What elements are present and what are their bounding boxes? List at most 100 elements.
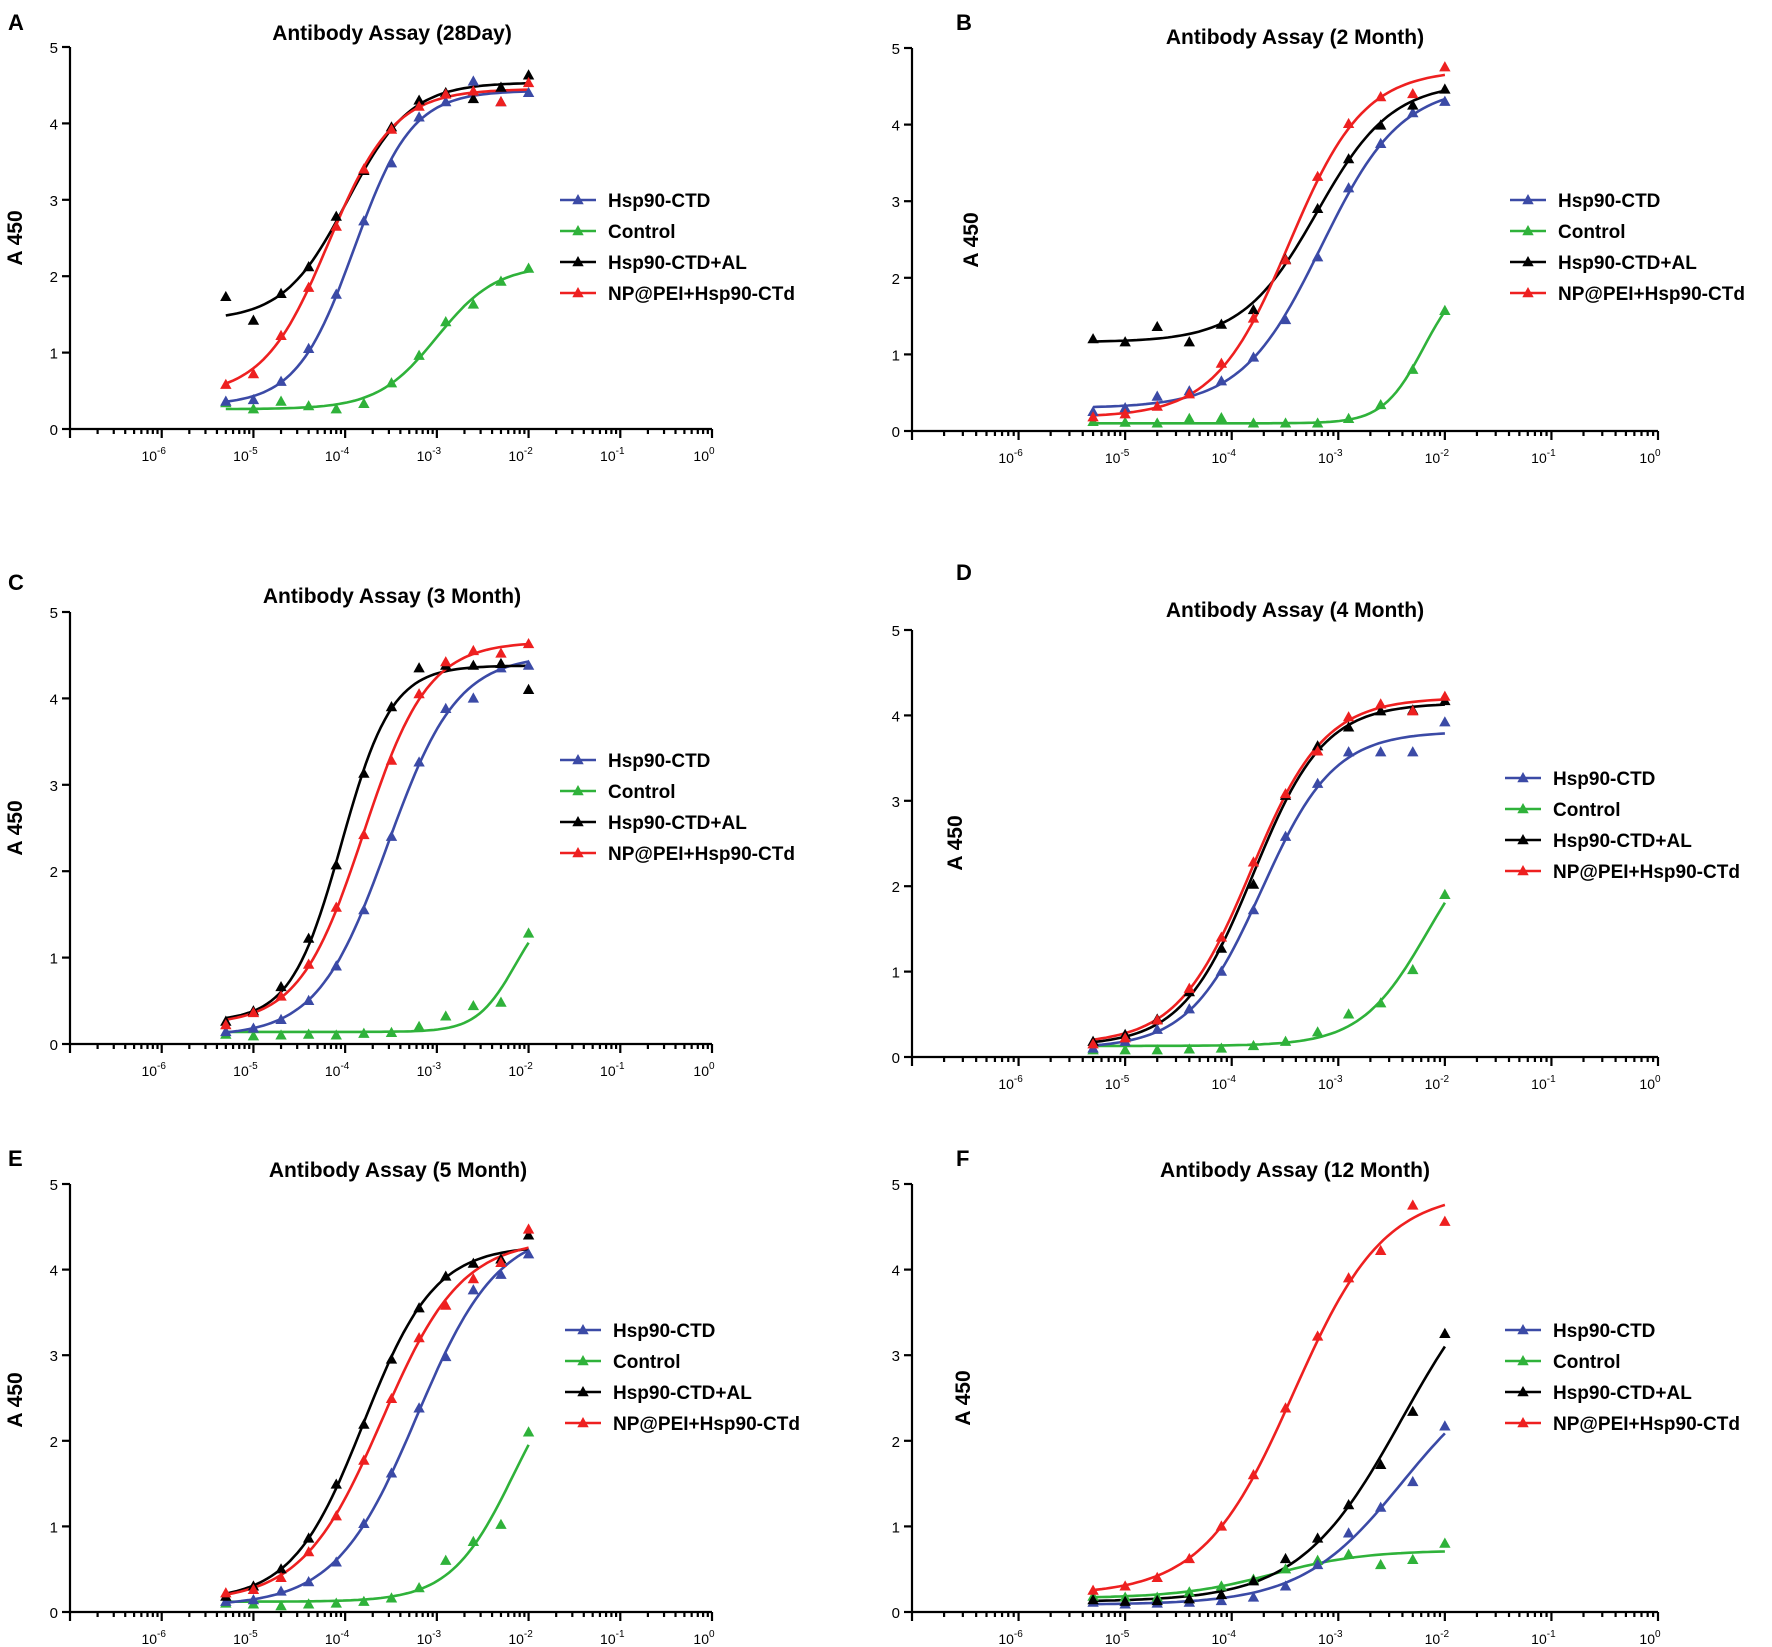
x-tick-label: 10-3 <box>417 1061 442 1079</box>
legend-marker <box>1517 1324 1529 1335</box>
marker-Control <box>1151 1044 1163 1055</box>
marker-Control <box>413 1020 425 1031</box>
chart-title: Antibody Assay (3 Month) <box>263 585 521 608</box>
marker-NP@PEI+Hsp90-CTd <box>1439 61 1451 72</box>
marker-Hsp90-CTD+AL <box>1247 878 1260 889</box>
y-tick-label: 4 <box>50 1263 58 1280</box>
marker-Hsp90-CTD+AL <box>1215 942 1228 953</box>
y-axis-label: A 450 <box>944 815 967 870</box>
marker-Hsp90-CTD <box>1247 1591 1260 1602</box>
marker-Hsp90-CTD <box>1407 1475 1419 1487</box>
x-tick-label: 10-1 <box>1531 448 1556 466</box>
legend-marker <box>572 785 584 796</box>
marker-Hsp90-CTD+AL <box>358 767 370 778</box>
curve-Hsp90-CTD <box>225 660 529 1034</box>
marker-NP@PEI+Hsp90-CTd <box>1215 357 1228 368</box>
marker-Control <box>1279 417 1292 428</box>
marker-Control <box>1407 1553 1419 1564</box>
legend-label: Hsp90-CTD+AL <box>613 1383 752 1404</box>
marker-NP@PEI+Hsp90-CTd <box>467 1273 480 1284</box>
marker-Control <box>275 1600 287 1611</box>
y-tick-label: 4 <box>892 708 900 725</box>
marker-Hsp90-CTD+AL <box>330 210 342 221</box>
marker-NP@PEI+Hsp90-CTd <box>1374 91 1387 102</box>
legend-marker <box>572 256 584 267</box>
panel-F: F Antibody Assay (12 Month) A 450 0 1 2 3 4 5 10-… <box>892 1146 1740 1647</box>
marker-Hsp90-CTD+AL <box>1342 721 1355 732</box>
legend-label: Hsp90-CTD+AL <box>1558 253 1697 274</box>
y-axis-label: A 450 <box>4 800 27 855</box>
panel-C: C Antibody Assay (3 Month) A 450 0 1 2 3 4 5 10-6… <box>4 570 795 1079</box>
curve-Control <box>225 942 530 1034</box>
legend-label: Hsp90-CTD+AL <box>1553 1383 1692 1404</box>
marker-Hsp90-CTD+AL <box>220 290 232 302</box>
marker-Control <box>1247 417 1260 428</box>
marker-Control <box>1374 398 1387 410</box>
marker-Hsp90-CTD <box>1119 402 1131 413</box>
x-tick-label: 10-4 <box>325 446 350 464</box>
marker-Control <box>247 1030 260 1041</box>
marker-NP@PEI+Hsp90-CTd <box>467 644 480 656</box>
marker-Hsp90-CTD+AL <box>247 314 260 325</box>
marker-Hsp90-CTD+AL <box>1407 99 1419 110</box>
chart-title: Antibody Assay (5 Month) <box>269 1159 527 1182</box>
y-tick-label: 1 <box>892 965 900 982</box>
marker-Control <box>467 999 480 1011</box>
marker-Hsp90-CTD <box>522 1248 535 1259</box>
curve-Hsp90-CTD+AL <box>1092 703 1445 1044</box>
x-tick-label: 10-4 <box>1211 1074 1236 1092</box>
y-tick-label: 5 <box>50 605 58 622</box>
marker-Hsp90-CTD+AL <box>522 69 535 80</box>
marker-NP@PEI+Hsp90-CTd <box>1247 1469 1260 1480</box>
legend-label: Control <box>1553 800 1621 821</box>
marker-NP@PEI+Hsp90-CTd <box>302 1546 315 1557</box>
marker-Hsp90-CTD+AL <box>1247 303 1260 315</box>
curve-Hsp90-CTD+AL <box>225 664 529 1020</box>
legend-marker <box>572 225 584 236</box>
marker-NP@PEI+Hsp90-CTd <box>495 96 507 107</box>
marker-Hsp90-CTD <box>1407 746 1419 757</box>
legend-marker <box>1522 287 1534 298</box>
marker-Control <box>1439 304 1451 315</box>
legend-label: Hsp90-CTD+AL <box>608 813 747 834</box>
curve-Hsp90-CTD+AL <box>225 1247 529 1595</box>
marker-NP@PEI+Hsp90-CTd <box>1151 1571 1163 1582</box>
marker-Hsp90-CTD <box>1439 1420 1451 1431</box>
marker-Control <box>330 1029 342 1040</box>
x-tick-label: 10-2 <box>508 1061 533 1079</box>
axes <box>62 1182 714 1621</box>
x-tick-label: 10-1 <box>600 1061 625 1079</box>
marker-Hsp90-CTD <box>1374 1501 1387 1512</box>
chart-title: Antibody Assay (28Day) <box>272 22 512 45</box>
marker-NP@PEI+Hsp90-CTd <box>413 1332 425 1343</box>
marker-Hsp90-CTD <box>1342 746 1355 757</box>
marker-NP@PEI+Hsp90-CTd <box>440 656 452 667</box>
marker-Hsp90-CTD <box>413 756 425 767</box>
y-tick-label: 3 <box>892 194 900 211</box>
marker-NP@PEI+Hsp90-CTd <box>385 1392 398 1404</box>
panel-A: A Antibody Assay (28Day) A 450 0 1 2 3 4 5 10-6 10… <box>4 10 795 464</box>
x-tick-label: 100 <box>1639 448 1661 466</box>
marker-NP@PEI+Hsp90-CTd <box>1151 1014 1163 1025</box>
legend-marker <box>577 1386 589 1397</box>
marker-NP@PEI+Hsp90-CTd <box>220 1018 232 1030</box>
marker-Hsp90-CTD+AL <box>275 287 287 298</box>
marker-NP@PEI+Hsp90-CTd <box>330 220 342 231</box>
marker-Hsp90-CTD+AL <box>440 1270 452 1281</box>
marker-NP@PEI+Hsp90-CTd <box>1247 312 1260 323</box>
marker-NP@PEI+Hsp90-CTd <box>1342 1272 1355 1283</box>
marker-Hsp90-CTD+AL <box>275 980 287 992</box>
y-tick-label: 1 <box>50 346 58 363</box>
marker-NP@PEI+Hsp90-CTd <box>1374 1244 1387 1255</box>
legend: Hsp90-CTD Control Hsp90-CTD+AL NP@PEI+Hsp90… <box>1505 1321 1740 1435</box>
legend-label: NP@PEI+Hsp90-CTd <box>1553 1414 1740 1435</box>
y-tick-label: 2 <box>50 1434 58 1451</box>
legend-label: Hsp90-CTD <box>1553 769 1655 790</box>
marker-Control <box>1215 1580 1228 1591</box>
legend: Hsp90-CTD Control Hsp90-CTD+AL NP@PEI+Hsp90… <box>565 1321 800 1435</box>
y-axis-label: A 450 <box>952 1370 975 1425</box>
x-tick-label: 100 <box>693 1629 715 1647</box>
marker-Control <box>413 1582 425 1593</box>
curve-Hsp90-CTD <box>1093 1432 1446 1606</box>
marker-Hsp90-CTD+AL <box>302 932 315 943</box>
